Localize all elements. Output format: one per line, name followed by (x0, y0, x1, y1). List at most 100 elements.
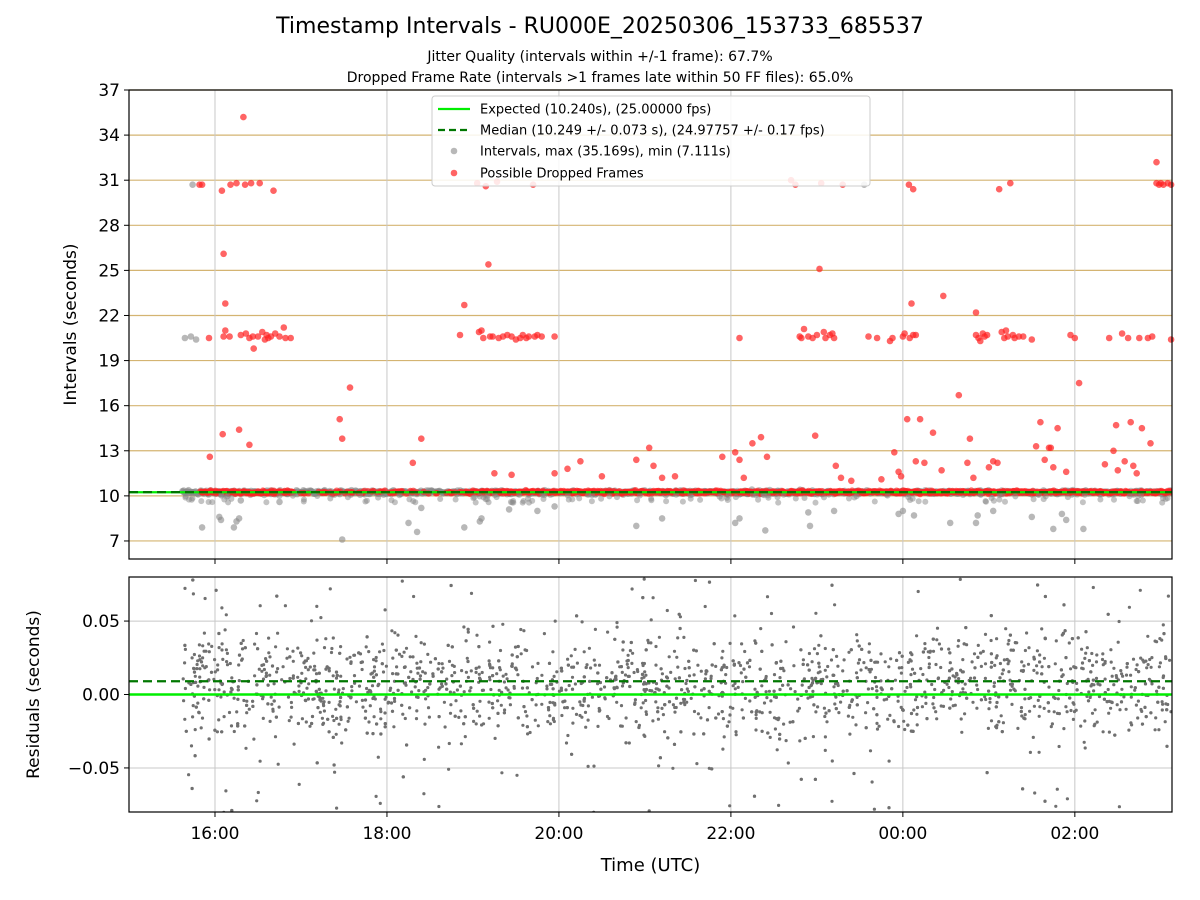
dropped-frame-outlier-point (270, 187, 277, 194)
dropped-frame-outlier-point (1007, 179, 1014, 187)
residual-point (253, 674, 257, 678)
dropped-frame-outlier-point (1148, 333, 1156, 340)
residual-point (1124, 673, 1129, 677)
residual-point (676, 636, 680, 640)
residual-point (191, 815, 194, 818)
residual-point (317, 671, 321, 675)
residual-point (300, 654, 304, 658)
residual-point (1019, 706, 1024, 710)
residual-point (373, 697, 377, 701)
residual-point (200, 716, 205, 720)
dropped-frame-outlier-point (282, 334, 289, 342)
dropped-frame-outlier-point (551, 333, 558, 340)
residual-point (332, 718, 336, 723)
residual-point (1004, 627, 1008, 631)
residual-point (321, 696, 325, 700)
residual-point (1002, 658, 1007, 662)
residual-point (811, 689, 815, 694)
residual-point (306, 697, 310, 701)
residual-point (455, 688, 459, 692)
residual-point (677, 676, 682, 680)
residual-point (656, 717, 661, 721)
residual-point (741, 680, 745, 684)
dropped-frame-outlier-point (749, 440, 756, 447)
residual-point (428, 682, 432, 686)
residual-point (592, 658, 596, 662)
residual-point (365, 731, 369, 735)
residual-point (220, 730, 224, 734)
residual-point (975, 683, 979, 687)
residual-point (1158, 637, 1162, 641)
residual-point (446, 643, 450, 648)
residual-point (1072, 710, 1077, 714)
residual-point (1095, 720, 1099, 724)
residual-point (209, 670, 214, 674)
residual-point (642, 661, 647, 666)
residual-point (984, 697, 988, 702)
residual-point (892, 719, 896, 723)
residual-point (734, 730, 738, 734)
dropped-frame-outlier-point (891, 449, 898, 456)
residual-point (440, 670, 444, 674)
residual-point (957, 639, 961, 643)
dropped-frame-outlier-point (336, 415, 344, 423)
residual-point (1103, 677, 1107, 681)
residual-point (615, 686, 619, 690)
residual-point (220, 648, 224, 652)
residual-point (955, 671, 959, 676)
residual-point (1035, 664, 1039, 668)
residual-point (779, 666, 783, 671)
residual-point (679, 701, 683, 705)
residual-point (931, 649, 936, 653)
residual-point (872, 707, 876, 711)
residual-point (782, 722, 786, 726)
residual-point (183, 647, 187, 652)
residual-point (667, 700, 672, 704)
residual-point (481, 688, 485, 692)
dropped-frame-outlier-point (485, 261, 492, 268)
residual-point (596, 682, 600, 686)
interval-point (983, 498, 989, 505)
interval-point (697, 496, 704, 503)
residual-point (1022, 664, 1026, 668)
interval-outlier-point (658, 515, 666, 522)
residual-point (1026, 662, 1031, 666)
residual-point (1156, 700, 1160, 704)
residual-point (1027, 646, 1031, 650)
residual-point (1007, 638, 1011, 643)
residual-point (830, 759, 834, 763)
residual-point (995, 637, 999, 641)
residual-point (225, 663, 230, 667)
residual-point (893, 678, 898, 682)
residual-point (440, 684, 444, 688)
residual-point (1161, 702, 1165, 706)
residual-point (1117, 619, 1121, 624)
dropped-frame-outlier-point (1071, 334, 1079, 342)
residual-point (348, 655, 352, 659)
residual-point (654, 663, 658, 667)
residual-point (334, 670, 339, 674)
residual-point (392, 725, 396, 729)
residual-point (391, 656, 395, 660)
residual-point (964, 626, 968, 630)
residual-point (317, 687, 321, 691)
residual-point (931, 637, 935, 641)
interval-outlier-point (551, 503, 558, 510)
residual-point (748, 699, 752, 703)
residual-point (702, 732, 706, 736)
residual-point (658, 756, 663, 760)
residual-point (860, 647, 864, 652)
residual-point (970, 660, 974, 664)
residual-point (189, 682, 193, 687)
residual-point (1155, 813, 1158, 816)
residual-point (297, 782, 301, 787)
residual-point (465, 656, 469, 660)
dropped-frame-outlier-point (1112, 421, 1120, 429)
residual-point (801, 662, 805, 667)
residual-point (365, 635, 369, 639)
residual-point (408, 655, 412, 659)
residual-point (394, 672, 398, 676)
residual-point (983, 662, 988, 666)
interval-point (520, 498, 527, 504)
residual-point (859, 668, 863, 672)
